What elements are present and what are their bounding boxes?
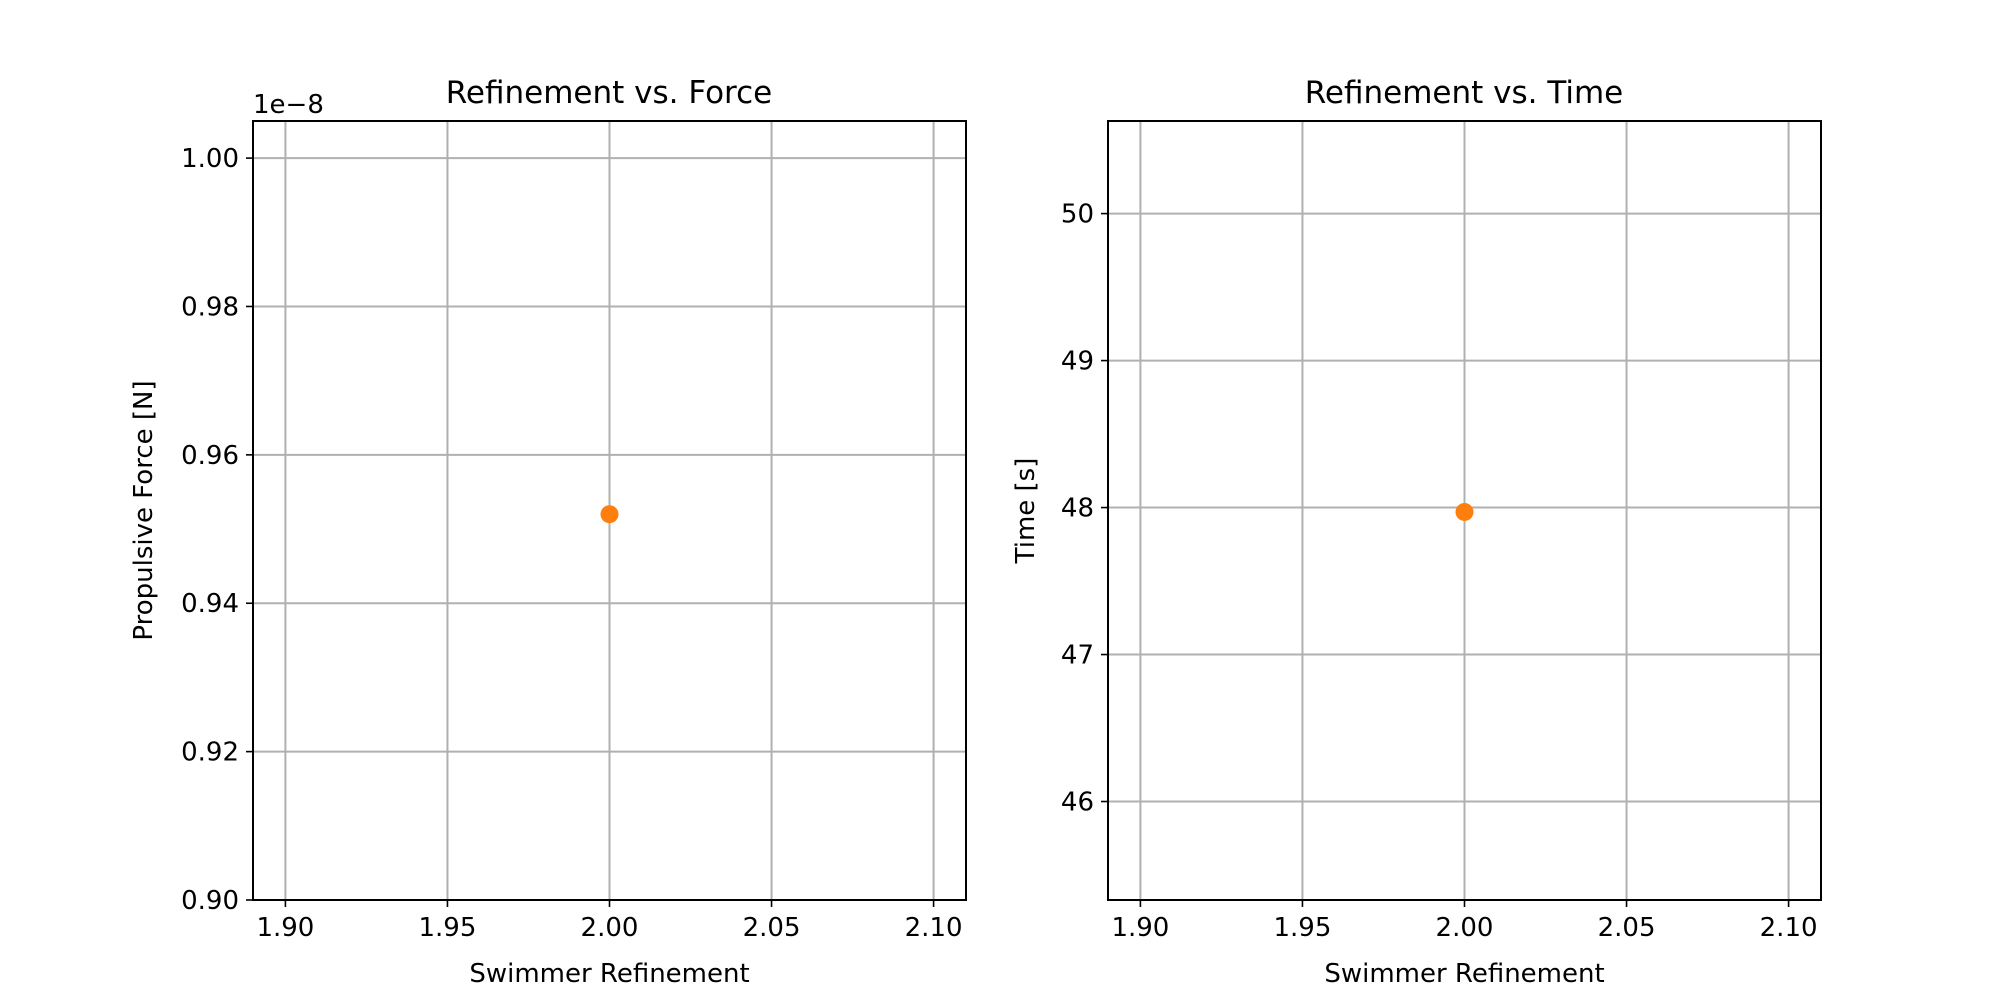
force-chart-plot-frame <box>252 120 967 901</box>
force-chart-x-tick-label: 2.00 <box>581 913 639 943</box>
force-chart-ticks: 1.90 1.95 2.00 2.05 2.10 0.90 0.92 0.94 0.96 0.98… <box>181 144 962 943</box>
force-chart-x-tick-label: 1.90 <box>256 913 314 943</box>
time-chart-x-tick-label: 1.90 <box>1111 913 1169 943</box>
force-chart-x-tick-label: 2.10 <box>905 913 963 943</box>
time-chart-data-point <box>1455 502 1474 521</box>
force-chart-data-point <box>600 505 619 524</box>
time-chart-y-tick-label: 46 <box>1061 788 1094 818</box>
force-chart-title: Refinement vs. Force <box>446 75 772 111</box>
time-chart-y-tick-label: 47 <box>1061 641 1094 671</box>
time-chart-points <box>1455 502 1474 521</box>
time-chart-y-tick-label: 50 <box>1061 200 1094 230</box>
force-chart-y-tick-label: 0.90 <box>181 886 239 916</box>
time-chart-x-tick-label: 1.95 <box>1274 913 1332 943</box>
time-chart-y-tick-label: 48 <box>1061 494 1094 524</box>
force-chart-x-tick-label: 1.95 <box>419 913 477 943</box>
force-chart-y-tick-label: 1.00 <box>181 144 239 174</box>
time-chart-y-axis-label: Time [s] <box>1011 458 1041 565</box>
time-chart-x-axis-label: Swimmer Refinement <box>1324 959 1604 989</box>
force-chart-offset-text: 1e−8 <box>253 90 324 120</box>
time-chart-x-tick-label: 2.00 <box>1436 913 1494 943</box>
time-chart-grid <box>1108 121 1821 900</box>
time-chart-ticks: 1.90 1.95 2.00 2.05 2.10 46 47 48 49 50 <box>1061 200 1818 943</box>
time-chart-title: Refinement vs. Time <box>1305 75 1623 111</box>
time-chart: Refinement vs. Time 1.90 1.95 2.00 2.05 2.10… <box>1011 75 1822 989</box>
time-chart-x-tick-label: 2.10 <box>1760 913 1818 943</box>
force-chart-y-tick-label: 0.94 <box>181 589 239 619</box>
time-chart-plot-frame <box>1107 120 1822 901</box>
force-chart-points <box>600 505 619 524</box>
force-chart: Refinement vs. Force 1e−8 1.90 1.95 2.00 2.… <box>129 75 967 989</box>
force-chart-y-tick-label: 0.92 <box>181 738 239 768</box>
force-chart-x-axis-label: Swimmer Refinement <box>469 959 749 989</box>
force-chart-x-tick-label: 2.05 <box>743 913 801 943</box>
force-chart-y-tick-label: 0.96 <box>181 441 239 471</box>
force-chart-y-axis-label: Propulsive Force [N] <box>129 380 159 640</box>
time-chart-x-tick-label: 2.05 <box>1598 913 1656 943</box>
force-chart-y-tick-label: 0.98 <box>181 292 239 322</box>
time-chart-y-tick-label: 49 <box>1061 347 1094 377</box>
